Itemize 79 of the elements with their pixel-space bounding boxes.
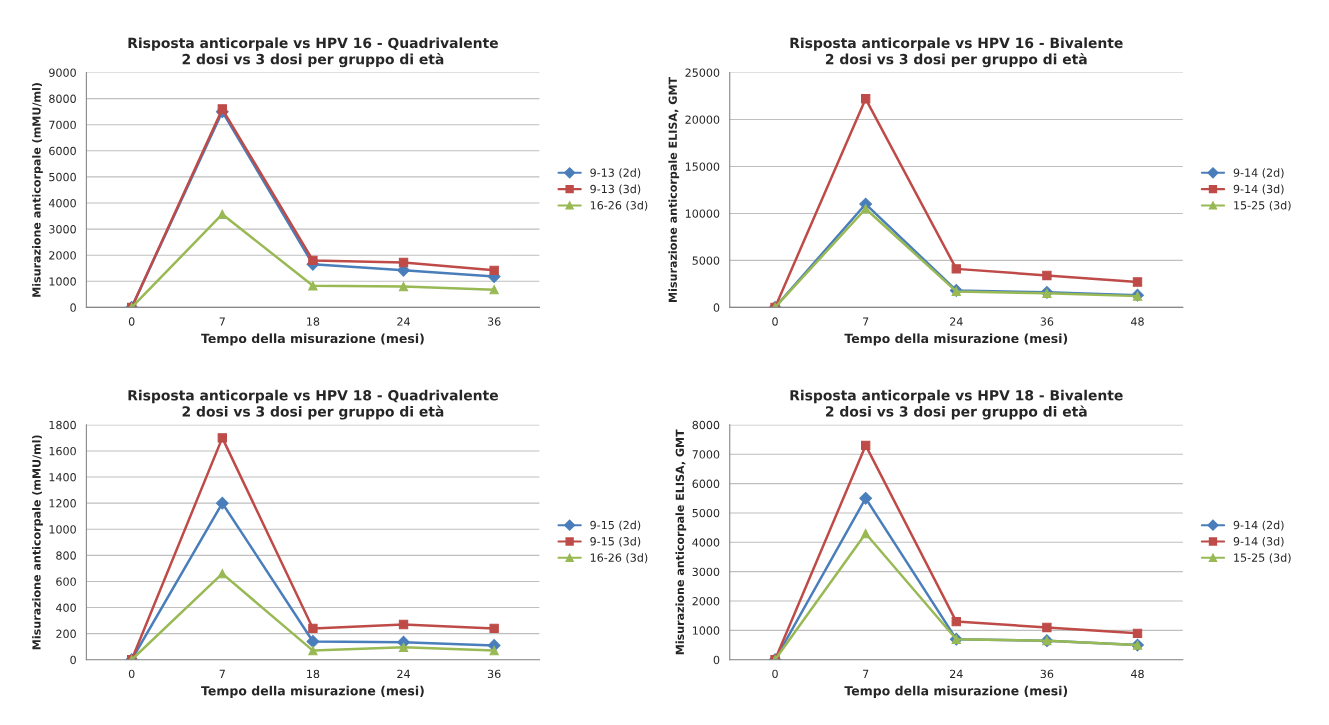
x-tick-label: 0	[772, 669, 778, 679]
y-tick-label: 2000	[49, 251, 76, 260]
x-tick-label: 48	[1130, 317, 1144, 326]
legend-label: 16-26 (3d)	[590, 200, 648, 211]
chart-title: Risposta anticorpale vs HPV 16 - Quadrivalente 2 dosi vs 3 dosi per gruppo di età	[128, 37, 498, 68]
legend-label: 9-15 (2d)	[590, 520, 641, 531]
y-tick-label: 600	[56, 577, 76, 586]
legend-label: 16-26 (3d)	[590, 553, 648, 564]
legend-label: 15-25 (3d)	[1234, 200, 1291, 211]
x-tick-label: 18	[307, 669, 320, 679]
y-tick-label: 9000	[49, 68, 76, 77]
x-tick-label: 0	[128, 317, 135, 326]
y-axis-title: Misurazione anticorpale ELISA, GMT	[675, 429, 687, 655]
x-tick-label: 36	[1040, 317, 1054, 326]
y-tick-label: 25000	[685, 68, 720, 77]
x-tick-label: 24	[950, 317, 963, 326]
y-axis-title: Misurazione anticorpale (mMU/ml)	[32, 83, 43, 297]
y-tick-label: 15000	[685, 162, 720, 171]
y-tick-label: 200	[56, 629, 76, 639]
x-tick-label: 36	[487, 669, 501, 679]
y-tick-label: 4000	[692, 538, 720, 547]
legend-label: 9-13 (2d)	[590, 168, 641, 179]
y-tick-label: 1000	[49, 525, 76, 534]
y-tick-label: 0	[713, 303, 720, 312]
y-tick-label: 1600	[49, 446, 76, 456]
x-tick-label: 36	[487, 317, 501, 326]
chart-title: Risposta anticorpale vs HPV 16 - Bivalente 2 dosi vs 3 dosi per gruppo di età	[790, 37, 1123, 68]
y-tick-label: 3000	[692, 567, 720, 577]
legend-label: 9-14 (2d)	[1233, 520, 1284, 531]
y-tick-label: 400	[56, 603, 76, 612]
chart-title: Risposta anticorpale vs HPV 18 - Quadrivalente 2 dosi vs 3 dosi per gruppo di età	[128, 389, 498, 420]
x-axis-title: Tempo della misurazione (mesi)	[844, 333, 1068, 346]
legend-label: 9-14 (3d)	[1233, 536, 1284, 547]
y-tick-label: 7000	[49, 120, 76, 130]
y-tick-label: 7000	[692, 450, 720, 459]
x-tick-label: 18	[307, 317, 320, 326]
y-tick-label: 0	[713, 655, 720, 665]
legend-label: 9-14 (3d)	[1233, 184, 1284, 195]
y-tick-label: 20000	[685, 115, 720, 124]
y-tick-label: 1800	[49, 420, 76, 430]
legend-label: 9-13 (3d)	[590, 184, 641, 195]
y-tick-label: 6000	[692, 479, 720, 488]
y-tick-label: 1000	[692, 626, 720, 635]
y-tick-label: 1400	[49, 473, 76, 482]
y-tick-label: 8000	[692, 420, 720, 430]
y-tick-label: 1000	[49, 277, 76, 286]
x-tick-label: 24	[950, 669, 963, 678]
x-tick-label: 36	[1040, 669, 1054, 679]
legend-label: 9-14 (2d)	[1233, 168, 1284, 179]
y-tick-label: 0	[70, 655, 76, 665]
x-tick-label: 0	[772, 317, 778, 326]
chart-title: Risposta anticorpale vs HPV 18 - Bivalente 2 dosi vs 3 dosi per gruppo di età	[790, 389, 1123, 420]
x-tick-label: 7	[863, 669, 869, 678]
x-tick-label: 0	[128, 669, 135, 679]
x-tick-label: 7	[219, 317, 225, 326]
y-tick-label: 800	[56, 551, 76, 560]
y-tick-label: 0	[70, 303, 76, 312]
x-tick-label: 24	[397, 669, 410, 678]
y-axis-title: Misurazione anticorpale (mMU/ml)	[32, 435, 43, 650]
legend-label: 9-15 (3d)	[590, 536, 641, 547]
x-tick-label: 7	[219, 669, 225, 678]
y-tick-label: 5000	[49, 172, 76, 182]
x-axis-title: Tempo della misurazione (mesi)	[201, 685, 424, 698]
y-tick-label: 10000	[685, 209, 720, 218]
y-tick-label: 4000	[48, 198, 76, 208]
x-tick-label: 7	[863, 317, 869, 326]
y-tick-label: 1200	[49, 499, 76, 508]
y-tick-label: 5000	[692, 256, 720, 265]
y-axis-title: Misurazione anticorpale ELISA, GMT	[668, 77, 680, 302]
y-tick-label: 3000	[49, 225, 76, 234]
y-tick-label: 5000	[692, 508, 720, 518]
x-axis-title: Tempo della misurazione (mesi)	[201, 333, 424, 346]
y-tick-label: 6000	[49, 146, 76, 156]
y-tick-label: 8000	[49, 94, 76, 103]
y-tick-label: 2000	[692, 597, 720, 606]
x-tick-label: 24	[397, 317, 410, 326]
x-axis-title: Tempo della misurazione (mesi)	[844, 685, 1068, 698]
x-tick-label: 48	[1130, 669, 1144, 679]
legend-label: 15-25 (3d)	[1234, 553, 1291, 564]
